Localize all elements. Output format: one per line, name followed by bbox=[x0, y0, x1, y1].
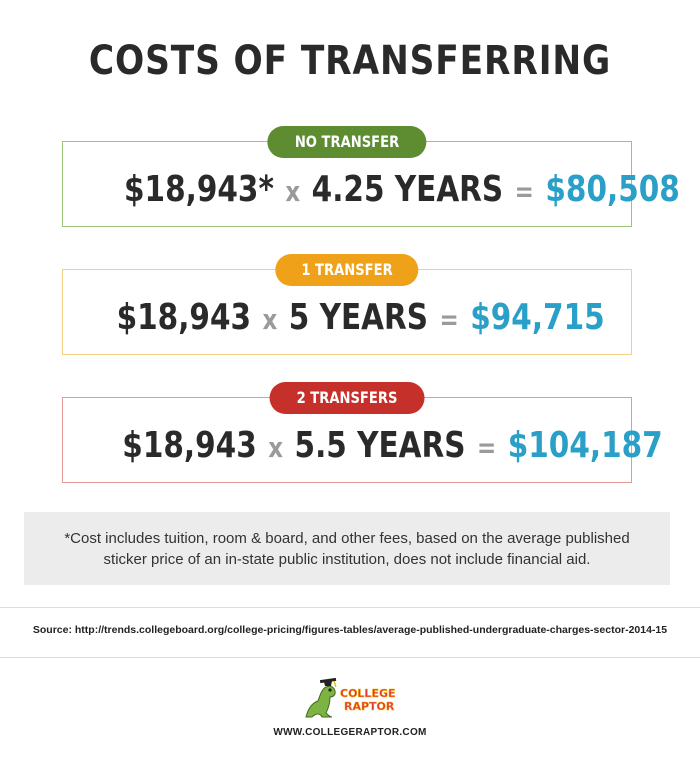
badge-no-transfer: NO TRANSFER bbox=[267, 126, 427, 158]
equals-sign: = bbox=[476, 431, 497, 464]
annual-cost: $18,943* bbox=[124, 169, 274, 210]
scenario-card-one-transfer: 1 TRANSFER $18,943 x 5 YEARS = $94,715 bbox=[62, 254, 632, 355]
logo-line-1: COLLEGE bbox=[340, 687, 396, 700]
divider bbox=[0, 657, 700, 658]
years: 5 YEARS bbox=[288, 297, 429, 338]
badge-label: 2 TRANSFERS bbox=[296, 388, 398, 407]
total-cost: $104,187 bbox=[507, 425, 663, 466]
cost-equation: $18,943 x 5.5 YEARS = $104,187 bbox=[63, 424, 662, 470]
raptor-mascot-icon bbox=[305, 677, 337, 718]
times-sign: x bbox=[285, 175, 301, 208]
annual-cost: $18,943 bbox=[122, 425, 257, 466]
times-sign: x bbox=[268, 431, 284, 464]
total-cost: $80,508 bbox=[545, 169, 680, 210]
footnote-box: *Cost includes tuition, room & board, an… bbox=[24, 512, 670, 585]
footnote-text: *Cost includes tuition, room & board, an… bbox=[64, 529, 630, 568]
logo-line-2: RAPTOR bbox=[344, 700, 395, 713]
page-title: COSTS OF TRANSFERRING bbox=[88, 38, 612, 84]
cost-equation: $18,943* x 4.25 YEARS = $80,508 bbox=[63, 168, 680, 214]
scenario-card-no-transfer: NO TRANSFER $18,943* x 4.25 YEARS = $80,508 bbox=[62, 126, 680, 227]
scenario-card-two-transfers: 2 TRANSFERS $18,943 x 5.5 YEARS = $104,187 bbox=[62, 382, 663, 483]
cost-equation: $18,943 x 5 YEARS = $94,715 bbox=[63, 296, 631, 342]
years: 4.25 YEARS bbox=[311, 169, 504, 210]
divider bbox=[0, 607, 700, 608]
badge-two-transfers: 2 TRANSFERS bbox=[269, 382, 425, 414]
years: 5.5 YEARS bbox=[294, 425, 466, 466]
badge-one-transfer: 1 TRANSFER bbox=[275, 254, 419, 286]
source-citation: Source: http://trends.collegeboard.org/c… bbox=[32, 624, 668, 636]
college-raptor-logo: COLLEGE RAPTOR bbox=[305, 677, 396, 718]
website-url: WWW.COLLEGERAPTOR.COM bbox=[273, 727, 427, 738]
times-sign: x bbox=[262, 303, 278, 336]
equals-sign: = bbox=[439, 303, 459, 336]
badge-label: 1 TRANSFER bbox=[301, 260, 393, 279]
equals-sign: = bbox=[514, 175, 534, 208]
annual-cost: $18,943 bbox=[116, 297, 252, 338]
total-cost: $94,715 bbox=[470, 297, 605, 338]
badge-label: NO TRANSFER bbox=[294, 132, 400, 151]
